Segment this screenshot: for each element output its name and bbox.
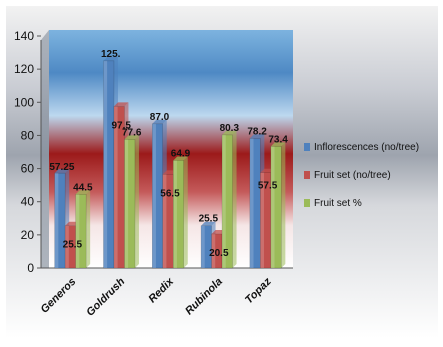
bar-top — [222, 130, 237, 135]
data-label: 25.5 — [63, 240, 83, 251]
bar-top — [113, 102, 129, 107]
data-label: 44.5 — [73, 182, 93, 193]
legend-swatch — [304, 143, 310, 151]
bar-highlight — [113, 106, 118, 268]
bar-highlight — [211, 234, 216, 268]
bar-highlight — [270, 146, 275, 268]
y-tick-label: 100 — [14, 95, 34, 109]
bar-side — [232, 130, 237, 268]
y-tick-label: 80 — [21, 128, 35, 142]
bar-top — [103, 56, 118, 61]
y-tick-label: 20 — [21, 228, 35, 242]
legend-label: Fruit set (no/tree) — [314, 170, 391, 181]
y-tick-label: 40 — [21, 195, 35, 209]
bar-side — [86, 190, 91, 268]
bar-highlight — [222, 134, 226, 268]
data-label: 97.5 — [111, 120, 131, 131]
bar-highlight — [249, 138, 254, 268]
legend-label: Fruit set % — [314, 198, 362, 209]
bar-top — [124, 135, 139, 140]
bar — [124, 139, 136, 269]
bar-highlight — [103, 60, 108, 268]
data-labels-group: 57.25 25.5 44.5 125. 97.577.6 87.0 56.5 64.9 25.… — [49, 49, 288, 259]
y-tick-label: 120 — [14, 62, 34, 76]
data-label: 77.6 — [122, 127, 142, 138]
bar-top — [201, 221, 216, 226]
bar-highlight — [201, 225, 205, 268]
bar-highlight — [75, 194, 80, 268]
y-tick-label: 140 — [14, 29, 34, 43]
bar-side — [183, 156, 188, 268]
data-label: 73.4 — [268, 134, 288, 145]
data-label: 57.25 — [49, 162, 74, 173]
bars-group — [54, 56, 286, 269]
data-label: 64.9 — [171, 148, 191, 159]
legend: Inflorescences (no/tree) Fruit set (no/tr… — [304, 142, 419, 209]
data-label: 80.3 — [220, 123, 240, 134]
bar — [54, 172, 66, 269]
bar — [75, 194, 87, 269]
legend-label: Inflorescences (no/tree) — [314, 142, 419, 153]
bar-top — [173, 156, 188, 161]
bar — [270, 146, 282, 269]
bar — [221, 134, 233, 269]
data-label: 56.5 — [160, 188, 180, 199]
bar-highlight — [162, 174, 167, 268]
data-label: 25.5 — [199, 214, 219, 225]
y-axis-ticks: 0 20 40 60 80 100 120 140 — [14, 29, 41, 275]
data-label: 57.5 — [258, 181, 278, 192]
plot-side-wall — [41, 30, 49, 268]
data-label: 125. — [101, 49, 121, 60]
y-tick-label: 60 — [21, 162, 35, 176]
legend-swatch — [304, 199, 310, 207]
bar-side — [134, 135, 139, 268]
data-label: 87.0 — [150, 112, 170, 123]
bar-top — [152, 119, 167, 124]
bar-highlight — [152, 123, 156, 268]
bar-top — [270, 142, 286, 147]
bar-highlight — [173, 160, 177, 268]
data-label: 20.5 — [209, 248, 229, 259]
bar — [173, 160, 184, 269]
bar-top — [249, 134, 265, 139]
bar-highlight — [54, 173, 59, 268]
legend-swatch — [304, 171, 310, 179]
data-label: 78.2 — [247, 126, 267, 137]
bar-highlight — [260, 172, 265, 268]
bar-side — [281, 142, 286, 268]
bar-top — [54, 169, 70, 174]
bar-highlight — [124, 139, 129, 268]
y-tick-label: 0 — [27, 261, 34, 275]
bar-highlight — [65, 225, 69, 268]
bar-top — [75, 190, 91, 195]
